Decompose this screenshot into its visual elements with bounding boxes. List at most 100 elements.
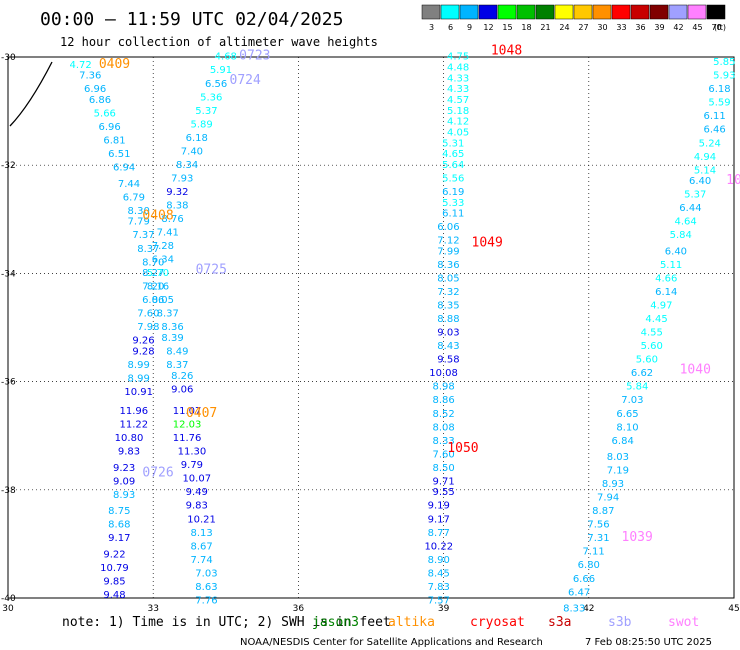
legend-unit: (ft) xyxy=(714,23,726,32)
pass-number-label: 0723 xyxy=(239,49,270,64)
satellite-name: jason3 xyxy=(312,615,359,630)
wave-height-value: 7.94 xyxy=(597,493,619,504)
wave-height-value: 6.51 xyxy=(108,149,130,160)
wave-height-value: 7.79 xyxy=(128,217,150,228)
y-tick-label: -34 xyxy=(1,269,16,279)
wave-height-value: 5.60 xyxy=(636,355,658,366)
legend-bin-label: 15 xyxy=(502,23,512,32)
legend-bin-label: 70 xyxy=(711,23,721,32)
wave-height-value: 6.84 xyxy=(612,436,634,447)
wave-height-value: 8.35 xyxy=(437,301,459,312)
wave-height-value: 6.56 xyxy=(205,79,227,90)
wave-height-value: 8.98 xyxy=(432,382,454,393)
wave-height-value: 7.11 xyxy=(583,547,605,558)
wave-height-value: 7.03 xyxy=(195,568,217,579)
wave-height-value: 9.32 xyxy=(166,187,188,198)
wave-height-value: 11.96 xyxy=(120,406,149,417)
wave-height-value: 4.12 xyxy=(447,117,469,128)
wave-height-value: 7.60 xyxy=(137,309,159,320)
legend-bin-label: 36 xyxy=(635,23,645,32)
wave-height-value: 6.79 xyxy=(123,192,145,203)
wave-height-value: 8.05 xyxy=(437,274,459,285)
wave-height-value: 7.03 xyxy=(621,395,643,406)
wave-height-value: 6.34 xyxy=(152,255,174,266)
legend-swatch xyxy=(592,4,612,20)
legend-bin-label: 33 xyxy=(616,23,626,32)
wave-height-value: 6.18 xyxy=(708,84,730,95)
wave-height-value: 8.16 xyxy=(147,282,169,293)
satellite-name: swot xyxy=(668,615,699,630)
wave-height-value: 5.66 xyxy=(94,109,116,120)
wave-height-value: 8.10 xyxy=(616,422,638,433)
wave-height-value: 5.84 xyxy=(626,382,648,393)
pass-number-label: 1048 xyxy=(491,43,522,58)
wave-height-value: 8.49 xyxy=(166,347,188,358)
wave-height-value: 8.33 xyxy=(563,604,585,615)
wave-height-value: 4.65 xyxy=(442,149,464,160)
wave-height-value: 11.76 xyxy=(173,433,202,444)
wave-height-value: 9.19 xyxy=(428,501,450,512)
wave-height-value: 5.37 xyxy=(195,106,217,117)
wave-height-value: 10.21 xyxy=(187,514,216,525)
wave-height-value: 6.66 xyxy=(573,574,595,585)
wave-height-value: 7.12 xyxy=(437,236,459,247)
wave-height-value: 7.36 xyxy=(79,71,101,82)
wave-height-value: 9.83 xyxy=(118,447,140,458)
wave-height-value: 8.93 xyxy=(602,479,624,490)
generated-time: 7 Feb 08:25:50 UTC 2025 xyxy=(585,637,712,648)
wave-height-value: 5.60 xyxy=(641,341,663,352)
wave-height-value: 6.11 xyxy=(442,209,464,220)
wave-height-value: 10.22 xyxy=(424,541,453,552)
wave-height-value: 5.89 xyxy=(190,119,212,130)
wave-height-value: 7.93 xyxy=(171,173,193,184)
legend-swatch xyxy=(706,4,726,20)
y-tick-label: -30 xyxy=(1,53,16,63)
wave-height-value: 8.52 xyxy=(432,409,454,420)
legend-bin-label: 24 xyxy=(559,23,569,32)
wave-height-value: 5.14 xyxy=(694,165,716,176)
wave-height-value: 5.84 xyxy=(670,230,692,241)
wave-height-value: 8.70 xyxy=(142,257,164,268)
legend-swatch xyxy=(611,4,631,20)
legend-swatch xyxy=(630,4,650,20)
legend-bin-label: 18 xyxy=(521,23,531,32)
wave-height-value: 9.22 xyxy=(103,549,125,560)
wave-height-value: 6.96 xyxy=(99,122,121,133)
wave-height-value: 6.14 xyxy=(655,287,677,298)
wave-height-value: 8.88 xyxy=(437,314,459,325)
wave-height-value: 8.13 xyxy=(190,528,212,539)
wave-height-value: 8.77 xyxy=(428,528,450,539)
wave-height-value: 8.67 xyxy=(190,541,212,552)
wave-height-value: 4.64 xyxy=(674,217,696,228)
coastline xyxy=(9,61,53,127)
pass-number-label: 0408 xyxy=(142,208,173,223)
wave-height-value: 8.36 xyxy=(161,322,183,333)
wave-height-value: 9.26 xyxy=(132,336,154,347)
wave-height-value: 6.46 xyxy=(704,125,726,136)
wave-height-value: 8.43 xyxy=(437,341,459,352)
pass-number-label: 0409 xyxy=(99,57,130,72)
wave-height-value: 6.62 xyxy=(631,368,653,379)
wave-height-value: 8.33 xyxy=(432,436,454,447)
wave-height-value: 8.37 xyxy=(166,360,188,371)
legend-bin-label: 12 xyxy=(483,23,493,32)
legend-swatch xyxy=(459,4,479,20)
wave-height-value: 10.79 xyxy=(100,563,129,574)
wave-height-value: 4.75 xyxy=(447,52,469,63)
wave-height-value: 9.03 xyxy=(437,328,459,339)
wave-height-value: 8.08 xyxy=(432,422,454,433)
wave-height-value: 5.18 xyxy=(447,106,469,117)
legend-swatch xyxy=(478,4,498,20)
wave-height-value: 10.08 xyxy=(429,368,458,379)
wave-height-value: 8.36 xyxy=(437,260,459,271)
legend-swatch xyxy=(497,4,517,20)
wave-height-value: 6.47 xyxy=(568,587,590,598)
legend-bin-label: 45 xyxy=(692,23,702,32)
wave-height-value: 6.81 xyxy=(103,136,125,147)
wave-height-value: 6.80 xyxy=(578,560,600,571)
pass-number-label: 1040 xyxy=(680,362,711,377)
wave-height-value: 8.87 xyxy=(592,506,614,517)
wave-height-value: 7.41 xyxy=(157,228,179,239)
wave-height-value: 8.99 xyxy=(128,360,150,371)
